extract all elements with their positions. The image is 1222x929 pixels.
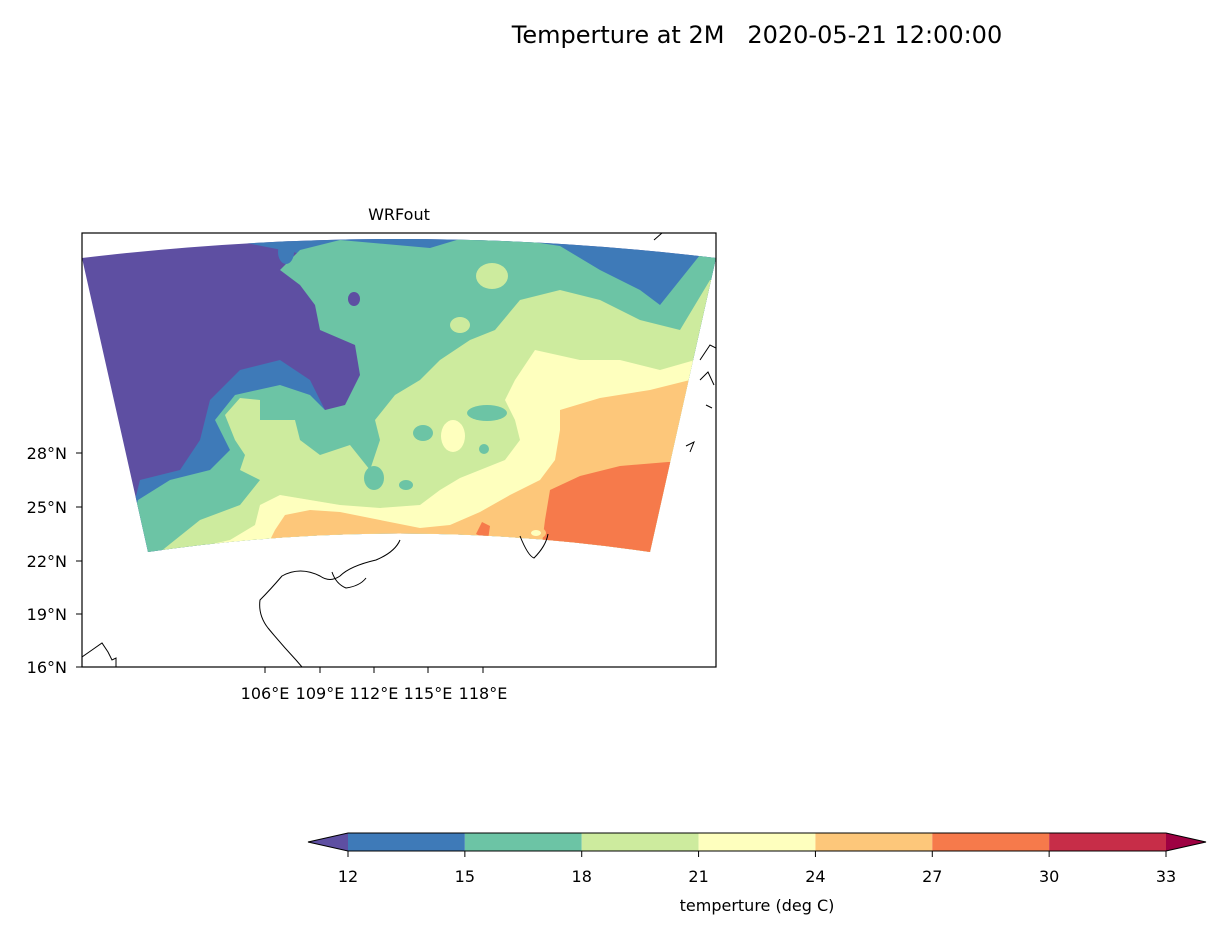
lat-tick-label: 25°N xyxy=(27,498,67,517)
field-blob xyxy=(450,317,470,333)
lat-tick-label: 28°N xyxy=(27,444,67,463)
field-blob xyxy=(479,444,489,454)
field-blob xyxy=(467,405,507,421)
lon-tick-label: 115°E xyxy=(404,684,453,703)
field-blob xyxy=(348,292,360,306)
colorbar-tick-label: 15 xyxy=(455,867,475,886)
colorbar-segment xyxy=(581,833,699,851)
field-blob xyxy=(399,480,413,490)
colorbar-segments xyxy=(307,832,1207,852)
lat-tick-label: 19°N xyxy=(27,605,67,624)
lat-tick-label: 16°N xyxy=(27,658,67,677)
colorbar-segment xyxy=(348,833,465,851)
lat-tick-label: 22°N xyxy=(27,552,67,571)
colorbar: 12 15 18 21 24 27 30 33 temperture (deg C) xyxy=(307,832,1207,915)
field-blob xyxy=(185,478,199,496)
field-blob xyxy=(441,420,465,452)
lon-tick-label: 106°E xyxy=(241,684,290,703)
colorbar-tick-label: 24 xyxy=(805,867,825,886)
colorbar-tick-label: 30 xyxy=(1039,867,1059,886)
colorbar-segment xyxy=(932,833,1050,851)
field-blob xyxy=(531,530,541,536)
colorbar-extend-under xyxy=(308,833,348,851)
colorbar-segment xyxy=(1049,833,1166,851)
colorbar-extend-over xyxy=(1166,833,1206,851)
lon-tick-label: 109°E xyxy=(296,684,345,703)
colorbar-segment xyxy=(698,833,816,851)
field-blob xyxy=(278,240,294,264)
colorbar-tick-label: 18 xyxy=(572,867,592,886)
colorbar-tick-label: 21 xyxy=(688,867,708,886)
coastlines xyxy=(82,233,716,667)
temperature-field xyxy=(82,239,716,552)
field-blob xyxy=(476,263,508,289)
lon-tick-label: 118°E xyxy=(459,684,508,703)
field-blob xyxy=(413,425,433,441)
lat-axis: 28°N 25°N 22°N 19°N 16°N xyxy=(27,444,82,677)
subplot-title: WRFout xyxy=(368,205,430,224)
figure-title: Temperture at 2M 2020-05-21 12:00:00 xyxy=(511,21,1002,49)
lon-tick-label: 112°E xyxy=(350,684,399,703)
map-axes: 28°N 25°N 22°N 19°N 16°N 106°E 109°E 112… xyxy=(27,232,717,703)
colorbar-tick-label: 12 xyxy=(338,867,358,886)
lon-axis: 106°E 109°E 112°E 115°E 118°E xyxy=(241,667,508,703)
colorbar-tick-label: 33 xyxy=(1156,867,1176,886)
field-blob xyxy=(364,466,384,490)
map-frame xyxy=(81,232,717,668)
colorbar-label: temperture (deg C) xyxy=(680,896,835,915)
colorbar-tick-label: 27 xyxy=(922,867,942,886)
colorbar-ticks: 12 15 18 21 24 27 30 33 xyxy=(338,851,1176,886)
colorbar-segment xyxy=(464,833,582,851)
colorbar-segment xyxy=(815,833,933,851)
